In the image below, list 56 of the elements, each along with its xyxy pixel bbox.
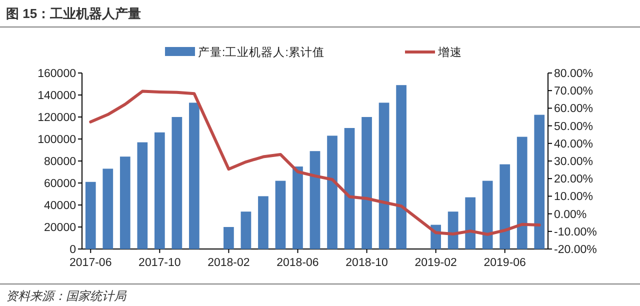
y2-tick-label: 20.00% (554, 174, 594, 186)
y2-tick-label: 0.00% (554, 208, 587, 221)
x-tick-label: 2018-10 (346, 257, 388, 269)
x-tick-label: 2019-06 (484, 257, 526, 269)
x-tick-label: 2017-06 (70, 257, 112, 269)
y2-tick-label: 40.00% (554, 138, 594, 150)
bar (327, 136, 338, 249)
x-tick-label: 2019-02 (414, 257, 457, 269)
bar (482, 180, 493, 249)
bar (534, 114, 545, 249)
y2-tick-label: 10.00% (554, 191, 594, 204)
y2-tick-label: 30.00% (554, 156, 594, 168)
bar (378, 102, 390, 249)
bar (396, 85, 406, 249)
y-tick-label: 20000 (44, 222, 76, 234)
bar (448, 212, 458, 249)
bar (224, 227, 234, 249)
bar (275, 180, 286, 249)
bar (516, 136, 528, 249)
bar (189, 102, 200, 249)
bar (154, 132, 165, 249)
x-tick-label: 2018-02 (208, 257, 250, 269)
y-tick-label: 120000 (38, 112, 76, 124)
bar (258, 196, 268, 249)
bar (362, 117, 372, 249)
y2-tick-label: -20.00% (554, 244, 597, 256)
bar (292, 166, 303, 249)
y-tick-label: 60000 (44, 178, 76, 190)
text: 资料来源：国家统计局 (6, 289, 127, 303)
y2-tick-label: 60.00% (554, 103, 594, 116)
bar (344, 128, 355, 249)
bar (120, 156, 130, 249)
legend-label: 增速 (437, 46, 462, 59)
bar (85, 182, 96, 249)
y-tick-label: 40000 (44, 200, 76, 212)
bar (137, 142, 148, 249)
y-tick-label: 80000 (44, 156, 76, 168)
y-tick-label: 0 (70, 244, 76, 256)
y2-tick-label: 80.00% (554, 68, 594, 80)
bar (310, 151, 320, 249)
y2-tick-label: 70.00% (554, 86, 594, 98)
bar (172, 117, 182, 249)
bar (465, 197, 476, 249)
x-tick-label: 2017-10 (138, 257, 181, 269)
y-tick-label: 140000 (38, 90, 76, 102)
x-tick-label: 2018-06 (276, 257, 319, 269)
y-tick-label: 100000 (38, 134, 76, 146)
bar (102, 168, 114, 249)
y2-tick-label: 50.00% (554, 120, 594, 133)
legend-label: 产量:工业机器人:累计值 (198, 45, 324, 59)
line-series (89, 90, 541, 236)
bar (500, 164, 510, 249)
y2-tick-label: -10.00% (554, 226, 597, 238)
y-tick-label: 160000 (38, 68, 76, 80)
bar (240, 212, 252, 249)
chart-title: 图 15：工业机器人产量 (6, 6, 142, 21)
